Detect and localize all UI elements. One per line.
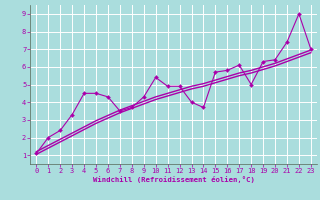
X-axis label: Windchill (Refroidissement éolien,°C): Windchill (Refroidissement éolien,°C): [93, 176, 254, 183]
